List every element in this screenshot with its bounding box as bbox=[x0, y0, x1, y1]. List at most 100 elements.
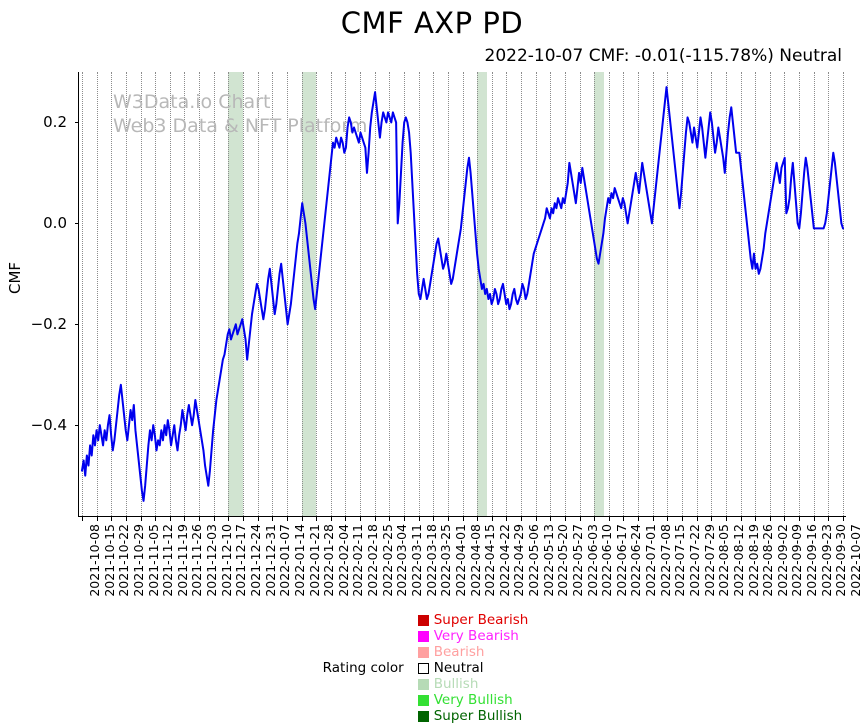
x-tick-mark bbox=[184, 516, 186, 521]
legend-label: Super Bullish bbox=[433, 708, 523, 724]
x-tick-label: 2022-05-13 bbox=[540, 524, 556, 597]
x-tick-mark bbox=[725, 516, 727, 521]
x-tick-label: 2022-05-20 bbox=[555, 524, 571, 597]
x-tick-mark bbox=[82, 516, 83, 521]
legend-swatch bbox=[417, 614, 429, 626]
x-tick-label: 2022-02-11 bbox=[350, 524, 366, 597]
x-tick-mark bbox=[242, 516, 244, 521]
gridline bbox=[652, 72, 654, 516]
x-tick-label: 2022-06-17 bbox=[613, 524, 629, 597]
gridline bbox=[403, 72, 405, 516]
x-tick-mark bbox=[345, 516, 347, 521]
x-tick-mark bbox=[696, 516, 698, 521]
x-tick-label: 2022-06-10 bbox=[599, 524, 615, 597]
x-tick-label: 2021-10-15 bbox=[101, 524, 117, 597]
gridline bbox=[462, 72, 464, 516]
x-tick-mark bbox=[535, 516, 537, 521]
y-axis-label: CMF bbox=[6, 261, 24, 294]
gridline bbox=[301, 72, 303, 516]
gridline bbox=[360, 72, 362, 516]
x-tick-label: 2022-08-26 bbox=[760, 524, 776, 597]
x-tick-label: 2022-09-09 bbox=[789, 524, 805, 597]
rating-color-legend: Rating color Super Bearish Very Bearish Be… bbox=[0, 612, 864, 724]
gridline bbox=[96, 72, 98, 516]
legend-item[interactable]: Super Bearish bbox=[417, 612, 528, 628]
x-tick-mark bbox=[389, 516, 391, 521]
x-tick-label: 2022-04-29 bbox=[511, 524, 527, 597]
x-tick-label: 2021-12-17 bbox=[233, 524, 249, 597]
gridline bbox=[447, 72, 449, 516]
legend-label: Bearish bbox=[433, 644, 485, 660]
gridline bbox=[550, 72, 552, 516]
x-tick-mark bbox=[623, 516, 625, 521]
y-tick-label: 0.0 bbox=[43, 214, 67, 233]
gridline bbox=[213, 72, 215, 516]
legend-swatch bbox=[417, 646, 429, 658]
gridline bbox=[725, 72, 727, 516]
x-tick-label: 2022-03-18 bbox=[423, 524, 439, 597]
gridline bbox=[535, 72, 537, 516]
x-tick-mark bbox=[228, 516, 230, 521]
x-tick-mark bbox=[564, 516, 566, 521]
x-tick-label: 2022-07-08 bbox=[657, 524, 673, 597]
gridline bbox=[184, 72, 186, 516]
gridline bbox=[740, 72, 742, 516]
legend-swatch bbox=[417, 678, 429, 690]
y-tick-mark bbox=[75, 223, 79, 225]
x-tick-label: 2021-11-26 bbox=[189, 524, 205, 597]
legend-item[interactable]: Super Bullish bbox=[417, 708, 529, 724]
x-tick-label: 2022-07-15 bbox=[672, 524, 688, 597]
legend-label: Very Bullish bbox=[433, 692, 513, 708]
legend-item[interactable]: Very Bearish bbox=[417, 628, 529, 644]
x-tick-mark bbox=[813, 516, 815, 521]
x-tick-label: 2021-12-03 bbox=[204, 524, 220, 597]
x-tick-label: 2022-08-12 bbox=[730, 524, 746, 597]
x-tick-label: 2022-03-25 bbox=[438, 524, 454, 597]
x-tick-label: 2022-06-24 bbox=[628, 524, 644, 597]
x-tick-mark bbox=[199, 516, 201, 521]
x-tick-label: 2022-01-21 bbox=[306, 524, 322, 597]
legend-item[interactable]: Neutral bbox=[417, 660, 529, 676]
x-tick-label: 2021-12-24 bbox=[247, 524, 263, 597]
y-tick-mark bbox=[75, 425, 79, 427]
legend-label: Bullish bbox=[433, 676, 479, 692]
x-tick-mark bbox=[155, 516, 157, 521]
legend-swatch bbox=[417, 710, 429, 722]
gridline bbox=[711, 72, 713, 516]
x-tick-mark bbox=[330, 516, 332, 521]
x-tick-label: 2022-02-25 bbox=[379, 524, 395, 597]
x-tick-mark bbox=[506, 516, 508, 521]
x-tick-label: 2022-08-05 bbox=[716, 524, 732, 597]
x-tick-label: 2022-01-28 bbox=[321, 524, 337, 597]
legend-item[interactable]: Very Bullish bbox=[417, 692, 529, 708]
x-tick-mark bbox=[652, 516, 654, 521]
x-tick-mark bbox=[169, 516, 171, 521]
gridline bbox=[155, 72, 157, 516]
x-tick-label: 2022-04-15 bbox=[482, 524, 498, 597]
page-title: CMF AXP PD bbox=[340, 6, 524, 40]
x-tick-label: 2022-09-30 bbox=[833, 524, 849, 597]
chart-subtitle-readout: 2022-10-07 CMF: -0.01(-115.78%) Neutral bbox=[484, 46, 843, 66]
gridline bbox=[828, 72, 830, 516]
legend-item[interactable]: Bullish bbox=[417, 676, 529, 692]
legend-swatch bbox=[417, 694, 429, 706]
x-tick-mark bbox=[125, 516, 127, 521]
gridline bbox=[799, 72, 801, 516]
x-tick-mark bbox=[286, 516, 288, 521]
x-tick-mark bbox=[491, 516, 493, 521]
x-tick-label: 2022-07-29 bbox=[701, 524, 717, 597]
x-tick-mark bbox=[403, 516, 405, 521]
gridline bbox=[330, 72, 332, 516]
gridline bbox=[682, 72, 684, 516]
gridline bbox=[813, 72, 815, 516]
legend-swatch bbox=[417, 630, 429, 642]
x-tick-label: 2022-09-23 bbox=[818, 524, 834, 597]
y-tick-label: 0.2 bbox=[43, 113, 67, 132]
gridline bbox=[696, 72, 698, 516]
y-tick-label: −0.2 bbox=[30, 315, 67, 334]
x-tick-mark bbox=[462, 516, 464, 521]
gridline bbox=[433, 72, 435, 516]
x-tick-label: 2022-09-02 bbox=[774, 524, 790, 597]
legend-item[interactable]: Bearish bbox=[417, 644, 529, 660]
y-tick-mark bbox=[75, 122, 79, 124]
